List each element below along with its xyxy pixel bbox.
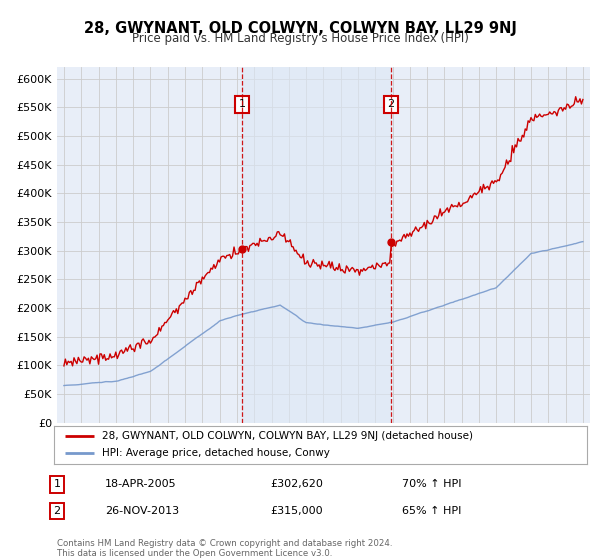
Text: 1: 1 — [53, 479, 61, 489]
Text: 2: 2 — [388, 100, 394, 110]
Text: Contains HM Land Registry data © Crown copyright and database right 2024.
This d: Contains HM Land Registry data © Crown c… — [57, 539, 392, 558]
Text: 70% ↑ HPI: 70% ↑ HPI — [402, 479, 461, 489]
Text: 65% ↑ HPI: 65% ↑ HPI — [402, 506, 461, 516]
Text: 18-APR-2005: 18-APR-2005 — [105, 479, 176, 489]
Text: £302,620: £302,620 — [270, 479, 323, 489]
Text: HPI: Average price, detached house, Conwy: HPI: Average price, detached house, Conw… — [102, 449, 330, 459]
Text: 1: 1 — [239, 100, 245, 110]
Text: £315,000: £315,000 — [270, 506, 323, 516]
Text: 28, GWYNANT, OLD COLWYN, COLWYN BAY, LL29 9NJ (detached house): 28, GWYNANT, OLD COLWYN, COLWYN BAY, LL2… — [102, 431, 473, 441]
Text: 28, GWYNANT, OLD COLWYN, COLWYN BAY, LL29 9NJ: 28, GWYNANT, OLD COLWYN, COLWYN BAY, LL2… — [83, 21, 517, 36]
Text: Price paid vs. HM Land Registry's House Price Index (HPI): Price paid vs. HM Land Registry's House … — [131, 32, 469, 45]
Bar — [242, 67, 391, 423]
Text: 2: 2 — [53, 506, 61, 516]
Text: 26-NOV-2013: 26-NOV-2013 — [105, 506, 179, 516]
